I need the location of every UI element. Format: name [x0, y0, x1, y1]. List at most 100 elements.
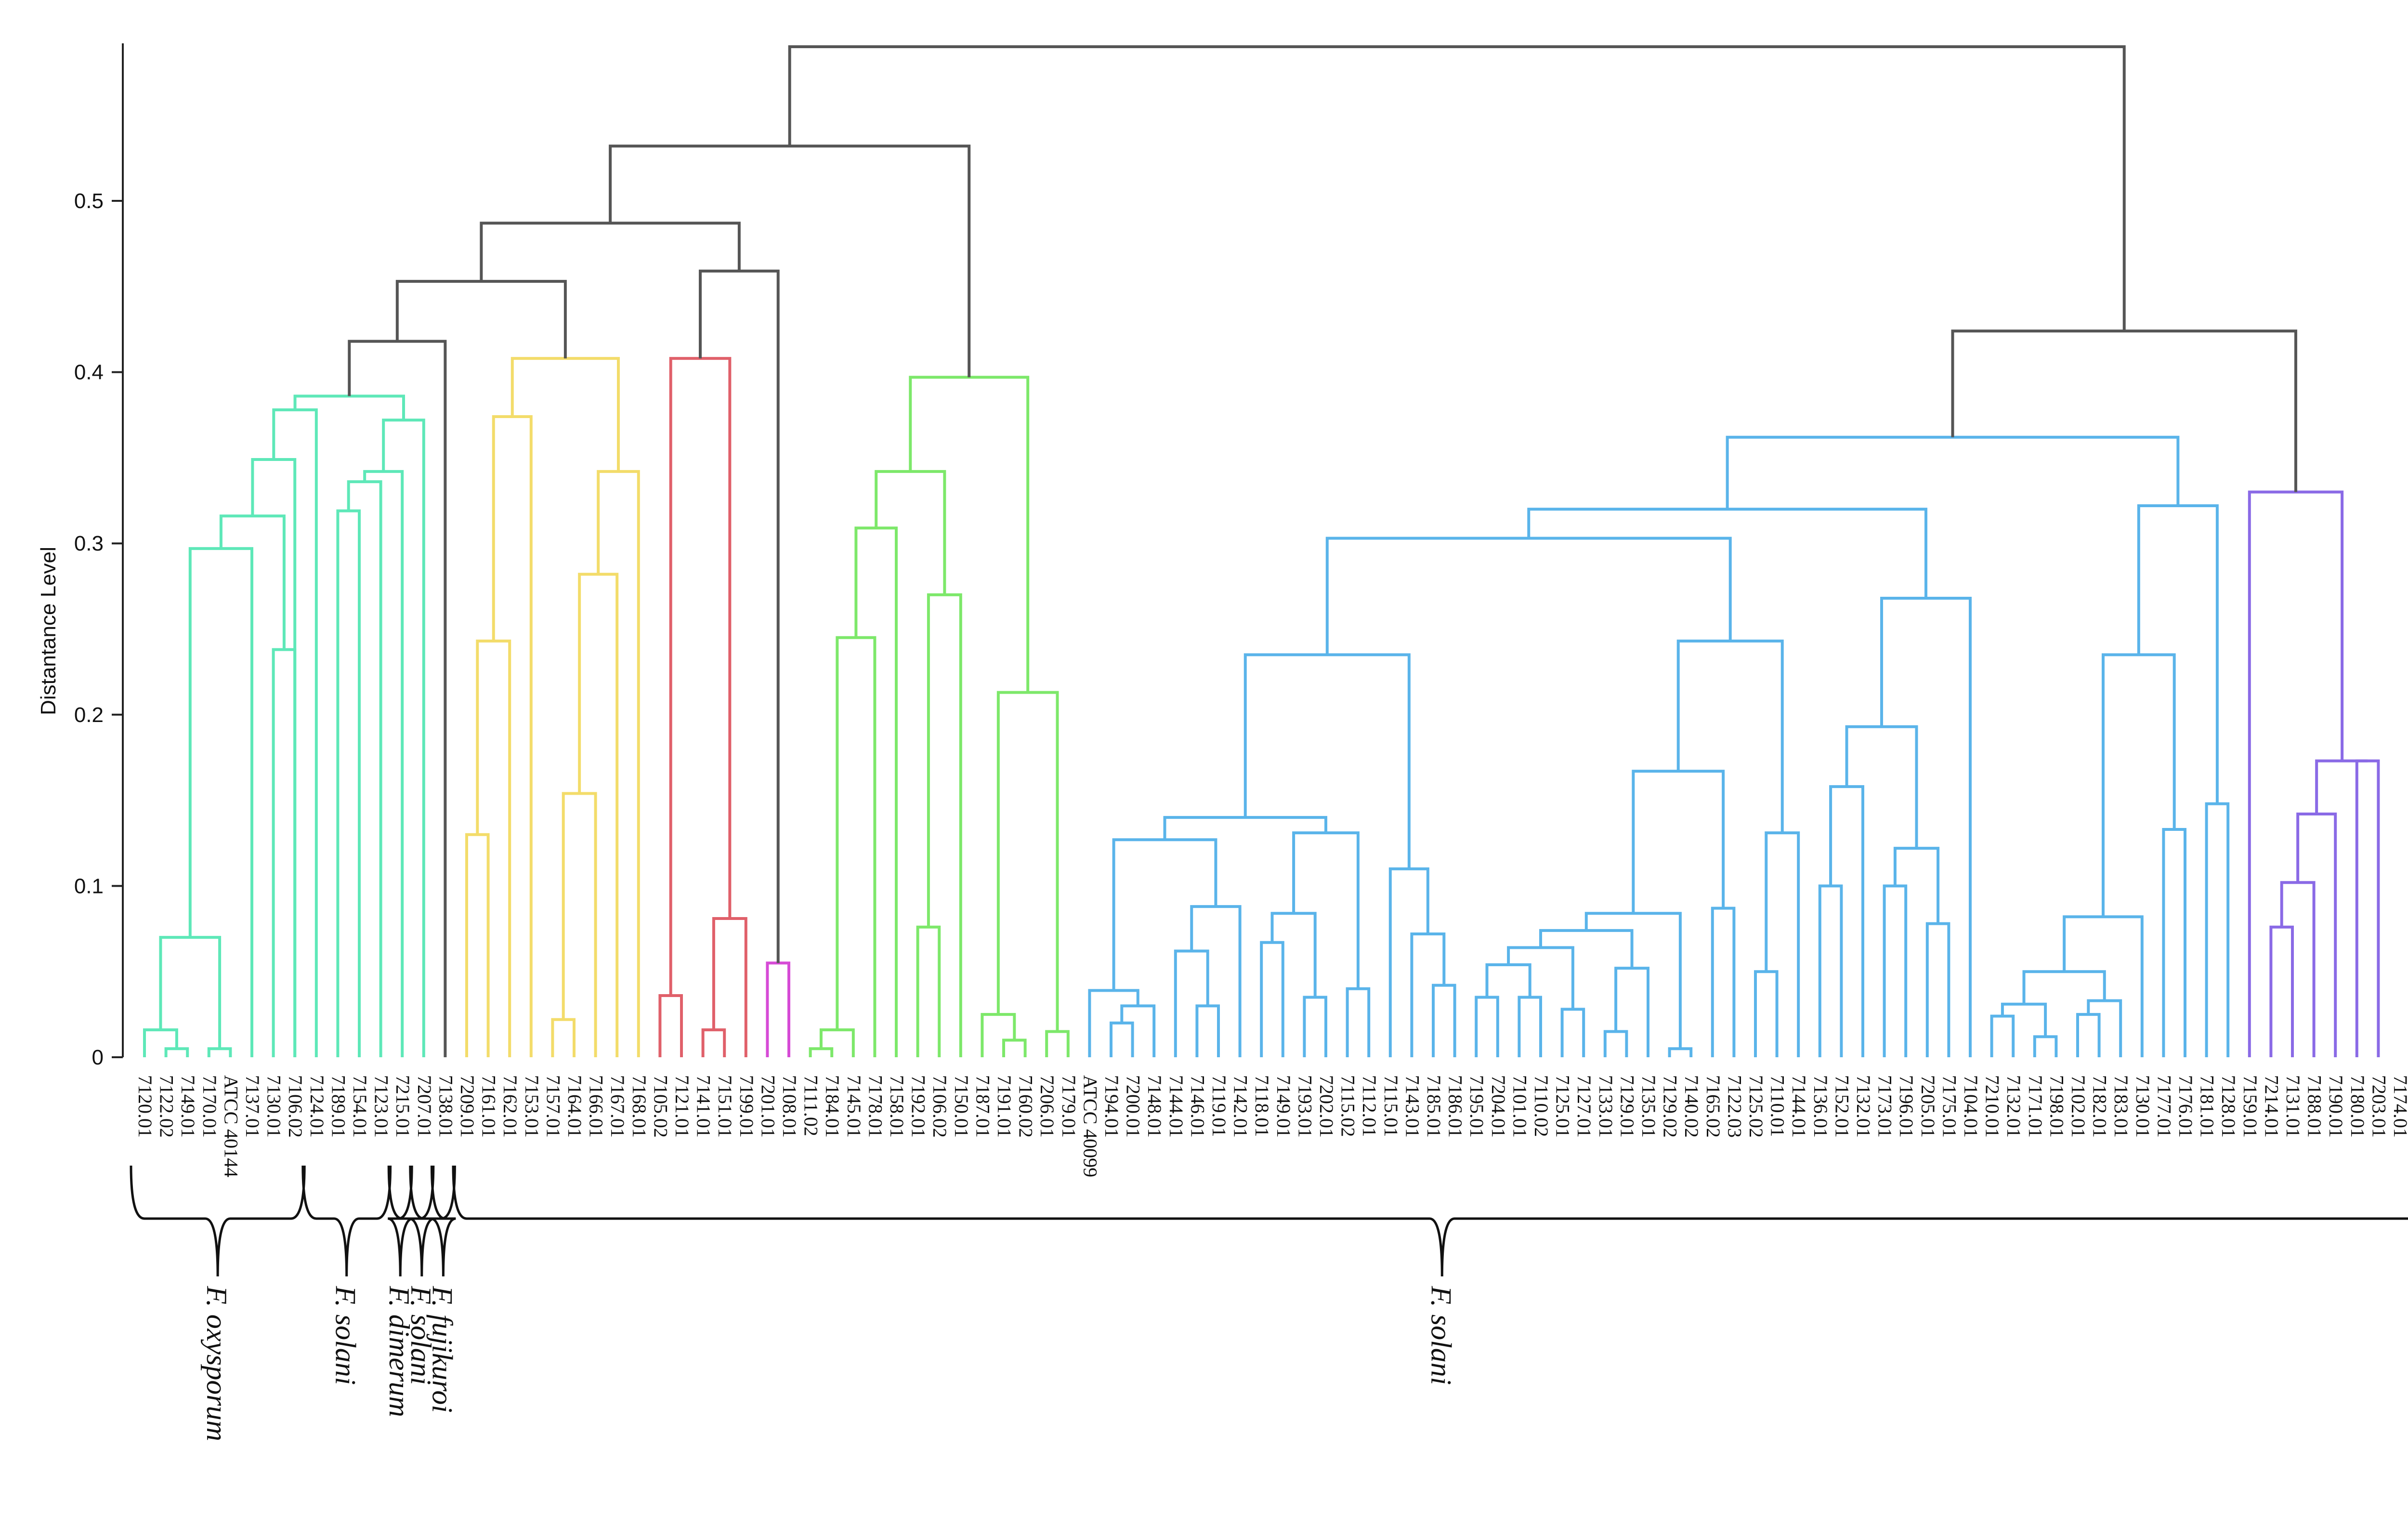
- dendrogram-link: [1260, 941, 1284, 1057]
- dendrogram-link: [347, 480, 382, 1057]
- leaf-label: 7127.01: [1573, 1075, 1595, 1138]
- leaf-label: 7171.01: [2025, 1075, 2046, 1138]
- leaf-labels: 7120.01 7122.02 7149.01 7170.01 ATCC 40144 71…: [134, 1075, 2408, 1177]
- leaf-label: 7203.01: [2368, 1075, 2390, 1138]
- leaf-label: 7215.01: [392, 1075, 414, 1138]
- dendrogram-link: [699, 269, 780, 963]
- leaf-label: 7105.02: [650, 1075, 671, 1138]
- dendrogram-link: [1110, 1021, 1134, 1057]
- dendrogram-link: [510, 357, 620, 472]
- y-axis-title: Distantance Level: [37, 547, 60, 715]
- y-tick-label: 0.2: [74, 703, 104, 727]
- y-tick-label: 0: [92, 1046, 104, 1069]
- dendrogram-link: [348, 340, 447, 1057]
- leaf-label: 7140.02: [1681, 1075, 1702, 1138]
- leaf-label: 7214.01: [2261, 1075, 2282, 1138]
- leaf-label: 7195.01: [1466, 1075, 1488, 1138]
- leaf-label: 7148.01: [1144, 1075, 1165, 1138]
- dendrogram-link: [875, 470, 946, 595]
- dendrogram-link: [1754, 970, 1779, 1057]
- leaf-label: 7189.01: [327, 1075, 349, 1138]
- leaf-label: 7202.01: [1316, 1075, 1337, 1138]
- y-tick-label: 0.3: [74, 532, 104, 555]
- leaf-label: 7192.01: [908, 1075, 929, 1138]
- dendrogram-link: [609, 144, 971, 378]
- leaf-label: 7144.01: [1788, 1075, 1810, 1138]
- leaf-label: 7135.01: [1638, 1075, 1660, 1138]
- dendrogram-link: [1765, 831, 1800, 1057]
- y-tick-label: 0.5: [74, 189, 104, 213]
- leaf-label: 7177.01: [2153, 1075, 2175, 1138]
- leaf-label: 7157.01: [542, 1075, 564, 1138]
- dendrogram-link: [1668, 1047, 1693, 1057]
- dendrogram-link: [1112, 838, 1217, 991]
- group-label: F. solani: [330, 1286, 362, 1385]
- leaf-label: 7184.01: [822, 1075, 843, 1138]
- leaf-label: 7123.01: [371, 1075, 393, 1138]
- group-label: F. fujikuroi: [426, 1286, 458, 1413]
- dendrogram-link: [1163, 816, 1327, 840]
- leaf-label: 7149.01: [177, 1075, 199, 1138]
- leaf-label: 7183.01: [2110, 1075, 2132, 1138]
- leaf-label: 7206.01: [1036, 1075, 1058, 1138]
- dendrogram-link: [2162, 828, 2186, 1057]
- leaf-label: 7133.01: [1595, 1075, 1617, 1138]
- leaf-label: 7168.01: [628, 1075, 650, 1138]
- leaf-label: 7187.01: [972, 1075, 994, 1138]
- leaf-label: 7199.01: [736, 1075, 758, 1138]
- leaf-label: 7143.01: [1401, 1075, 1423, 1138]
- dendrogram-link: [2280, 881, 2316, 1057]
- dendrogram-link: [476, 639, 511, 1057]
- dendrogram-link: [1325, 537, 1732, 655]
- dendrogram-link: [2315, 759, 2368, 814]
- leaf-label: 7201.01: [757, 1075, 779, 1138]
- leaf-label: 7131.01: [2282, 1075, 2304, 1138]
- leaf-label: 7119.01: [1208, 1075, 1230, 1137]
- dendrogram-link: [1951, 329, 2297, 492]
- leaf-label: 7185.01: [1423, 1075, 1445, 1138]
- leaf-label: 7110.01: [1767, 1075, 1789, 1137]
- dendrogram-link: [712, 917, 747, 1057]
- leaf-label: 7112.01: [1359, 1075, 1380, 1137]
- leaf-label: 7132.01: [2003, 1075, 2025, 1138]
- dendrogram-link: [1726, 435, 2180, 510]
- leaf-label: 7144.01: [1165, 1075, 1187, 1138]
- leaf-label: 7166.01: [586, 1075, 607, 1138]
- leaf-label: 7164.01: [564, 1075, 586, 1138]
- group-brace: [409, 1165, 435, 1277]
- dendrogram-link: [669, 357, 732, 996]
- dendrogram-link: [701, 1028, 726, 1057]
- leaf-label: 7102.01: [2068, 1075, 2089, 1138]
- dendrogram-link: [159, 936, 222, 1049]
- leaf-label: 7160.02: [1015, 1075, 1037, 1138]
- group-brace: [130, 1165, 306, 1277]
- dendrogram-link: [272, 648, 297, 1057]
- leaf-label: 7209.01: [457, 1075, 478, 1138]
- dendrogram-link: [1925, 922, 1950, 1057]
- dendrogram-link: [164, 1047, 189, 1057]
- dendrogram-link: [207, 1047, 232, 1057]
- leaf-label: 7170.01: [199, 1075, 221, 1138]
- dendrogram-link: [1818, 884, 1843, 1057]
- dendrogram-link: [2076, 1013, 2101, 1057]
- dendrogram-link: [336, 509, 361, 1057]
- leaf-label: 7122.02: [156, 1075, 178, 1138]
- dendrogram-link: [2355, 759, 2380, 1057]
- leaf-label: 7137.01: [242, 1075, 263, 1138]
- dendrogram-link: [1518, 996, 1542, 1057]
- leaf-label: 7138.01: [435, 1075, 457, 1138]
- group-label: F. oxysporum: [201, 1286, 233, 1441]
- dendrogram-link: [1603, 1030, 1628, 1057]
- dendrogram-link: [927, 593, 962, 1057]
- dendrogram-link: [981, 1013, 1016, 1057]
- leaf-label: 7182.01: [2089, 1075, 2111, 1138]
- leaf-label: 7178.01: [864, 1075, 886, 1138]
- leaf-label: 7153.01: [521, 1075, 543, 1138]
- leaf-label: 7121.01: [671, 1075, 693, 1138]
- dendrogram-link: [2205, 802, 2230, 1057]
- dendrogram-link: [2033, 1035, 2058, 1057]
- dendrogram-link: [2001, 1002, 2047, 1037]
- leaf-label: 7207.01: [414, 1075, 435, 1138]
- leaf-label: 7158.01: [886, 1075, 908, 1138]
- dendrogram-link: [916, 925, 941, 1057]
